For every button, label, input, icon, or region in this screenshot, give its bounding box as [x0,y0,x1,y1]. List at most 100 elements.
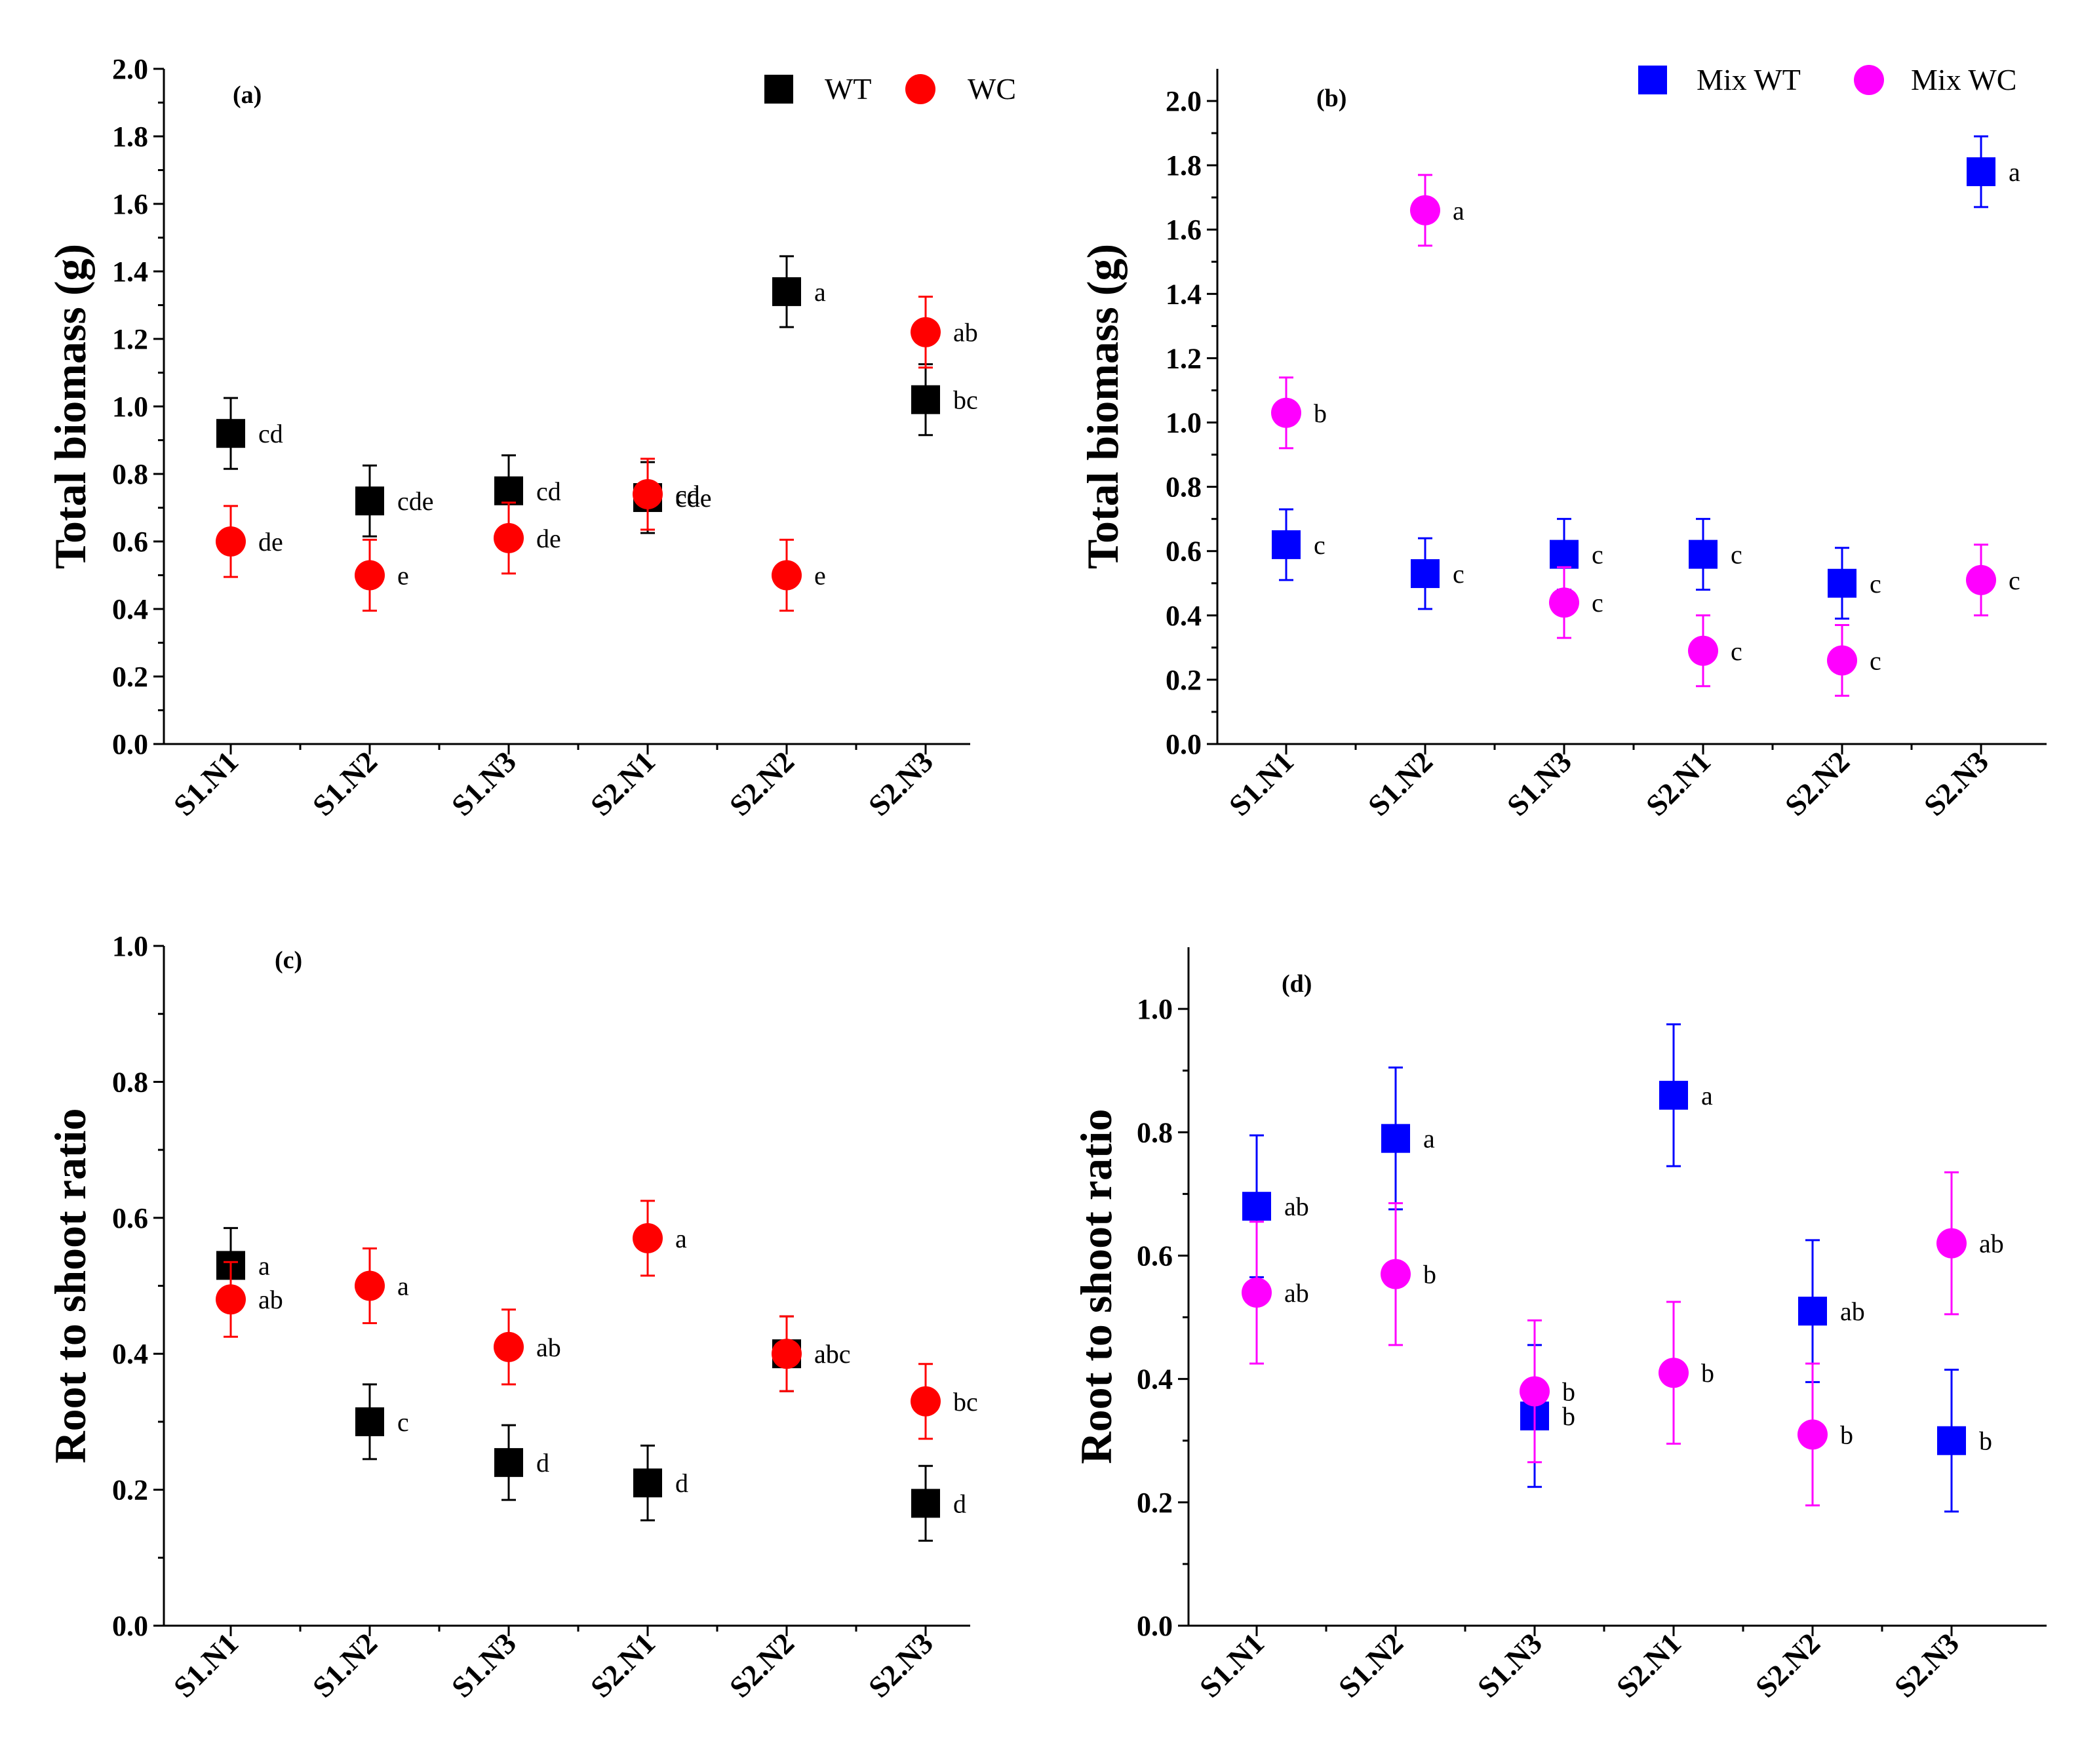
data-point-circle [633,479,663,509]
y-tick-label: 1.0 [1137,993,1173,1025]
x-tick-label: S1.N1 [167,745,245,822]
legend-label: Mix WT [1697,63,1801,96]
data-point-circle [1271,398,1301,428]
data-point-square [494,1448,523,1477]
panel-a-y-axis-label: Total biomass (g) [45,244,95,569]
data-point-circle [494,1332,524,1362]
y-tick-label: 0.0 [112,1610,148,1642]
y-tick-label: 1.0 [112,930,148,962]
data-point-circle [216,526,246,557]
x-tick-label: S2.N1 [584,745,661,822]
y-tick-label: 0.8 [112,458,148,490]
x-tick-label: S2.N3 [1888,1626,1965,1704]
y-tick-label: 0.8 [112,1066,148,1098]
significance-letter: b [1979,1426,1992,1456]
data-point-circle [1966,565,1996,595]
y-tick-label: 1.6 [112,188,148,220]
x-tick-label: S1.N1 [1193,1626,1270,1704]
significance-letter: ab [1284,1278,1309,1308]
significance-letter: b [1840,1420,1853,1449]
significance-letter: e [814,561,826,591]
significance-letter: a [258,1251,270,1280]
significance-letter: a [675,1224,687,1253]
data-point-square [911,385,940,414]
significance-letter: ab [1284,1192,1309,1221]
data-point-square [1411,559,1440,588]
significance-letter: c [1870,646,1881,675]
significance-letter: c [1592,588,1603,617]
x-tick-label: S1.N3 [445,1626,522,1704]
significance-letter: ab [258,1285,283,1314]
y-tick-label: 1.2 [1166,342,1202,374]
series-wc: ab aabaabcbc [216,1201,978,1439]
y-tick-label: 0.2 [1166,664,1202,696]
significance-letter: a [814,277,826,307]
significance-letter: d [953,1489,966,1518]
significance-letter: a [1701,1081,1713,1110]
y-tick-label: 1.4 [1166,278,1202,310]
y-tick-label: 0.2 [112,661,148,693]
x-tick-label: S1.N3 [1471,1626,1548,1704]
significance-letter: c [1314,530,1326,560]
data-point-square [772,277,801,306]
legend-label: WC [968,72,1016,106]
x-tick-label: S2.N3 [862,1626,939,1704]
y-tick-label: 0.4 [112,593,148,625]
y-tick-label: 0.0 [1166,728,1202,760]
y-tick-label: 1.6 [1166,214,1202,246]
significance-letter: d [675,1468,688,1498]
significance-letter: a [1453,196,1464,225]
panel-a-label: (a) [233,81,262,109]
x-tick-label: S2.N3 [1917,745,1995,822]
significance-letter: ab [1840,1297,1865,1326]
data-point-circle [911,1386,941,1417]
x-tick-label: S2.N2 [1749,1626,1826,1704]
x-tick-label: S2.N1 [1610,1626,1687,1704]
significance-letter: bc [953,1387,978,1417]
y-tick-label: 2.0 [1166,85,1202,117]
x-tick-label: S1.N2 [1362,745,1439,822]
significance-letter: ab [953,318,978,347]
significance-letter: a [397,1272,409,1301]
data-point-circle [1410,195,1440,225]
series-mix-wt: ab ab a ab b [1242,1025,1992,1512]
x-tick-label: S2.N3 [862,745,939,822]
panel-b-label: (b) [1316,85,1346,112]
x-tick-label: S2.N1 [1640,745,1717,822]
significance-letter: ab [1979,1229,2004,1259]
significance-letter: c [1453,559,1464,589]
x-tick-label: S1.N3 [445,745,522,822]
data-point-circle [1242,1278,1272,1308]
legend: WT WC [764,72,1016,106]
significance-letter: c [1870,569,1881,598]
significance-letter: bc [953,385,978,415]
legend-label: Mix WC [1911,63,2016,96]
significance-letter: cde [397,486,434,516]
significance-letter: abc [814,1339,851,1369]
data-point-circle [216,1284,246,1314]
data-point-circle [1827,645,1857,675]
data-point-circle [494,523,524,553]
panel-b-y-axis-label: Total biomass (g) [1078,244,1128,569]
data-point-square [911,1489,940,1518]
x-tick-label: S2.N1 [584,1626,661,1704]
significance-letter: d [536,1448,549,1478]
data-point-circle [911,317,941,347]
significance-letter: cd [536,477,561,506]
legend: Mix WT Mix WC [1638,63,2016,96]
significance-letter: de [536,524,561,553]
data-point-circle [1549,587,1579,617]
data-point-square [1272,530,1301,559]
significance-letter: cd [675,480,700,509]
significance-letter: a [2009,157,2020,187]
panel-c-label: (c) [275,947,302,974]
x-tick-label: S1.N2 [1332,1626,1409,1704]
y-tick-label: 1.0 [112,391,148,423]
significance-letter: c [2009,566,2020,595]
x-tick-label: S2.N2 [1778,745,1856,822]
y-tick-label: 1.8 [112,121,148,153]
y-tick-label: 0.6 [112,1202,148,1234]
panel-d-y-axis-label: Root to shoot ratio [1071,1108,1121,1464]
